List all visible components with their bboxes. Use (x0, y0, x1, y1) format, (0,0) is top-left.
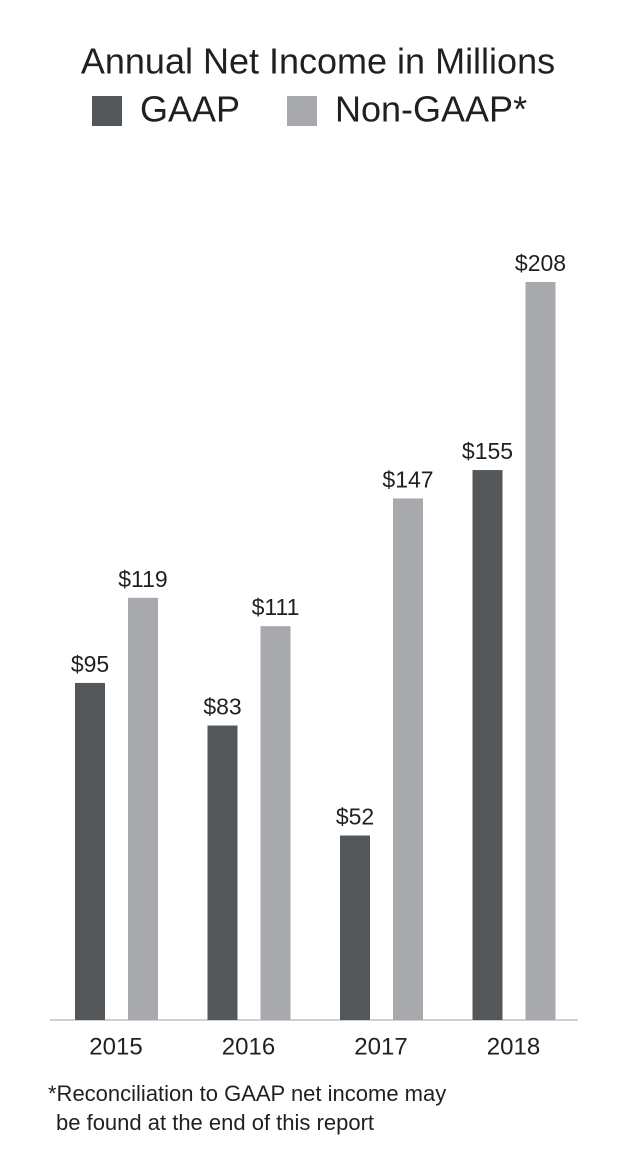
footnote: be found at the end of this report (56, 1110, 374, 1135)
x-tick-label: 2015 (89, 1033, 142, 1060)
legend-swatch (92, 96, 122, 126)
value-label: $52 (336, 804, 374, 830)
value-label: $155 (462, 438, 513, 464)
bar (207, 725, 238, 1020)
value-label: $111 (252, 594, 300, 620)
chart-title: Annual Net Income in Millions (81, 41, 555, 82)
x-tick-label: 2017 (354, 1033, 407, 1060)
legend-swatch (287, 96, 317, 126)
value-label: $208 (515, 250, 566, 276)
bar (260, 626, 291, 1020)
legend-label: GAAP (140, 89, 240, 130)
legend-label: Non-GAAP* (335, 89, 527, 130)
value-label: $119 (118, 566, 167, 592)
value-label: $147 (382, 467, 433, 493)
value-label: $95 (71, 651, 109, 677)
bar (525, 282, 556, 1020)
bar (340, 835, 370, 1020)
bar (128, 597, 158, 1020)
footnote: *Reconciliation to GAAP net income may (48, 1081, 446, 1106)
x-tick-label: 2018 (487, 1033, 540, 1060)
bar (393, 498, 423, 1020)
bar (472, 470, 503, 1020)
x-tick-label: 2016 (222, 1033, 275, 1060)
value-label: $83 (203, 694, 241, 720)
bar (75, 682, 105, 1020)
